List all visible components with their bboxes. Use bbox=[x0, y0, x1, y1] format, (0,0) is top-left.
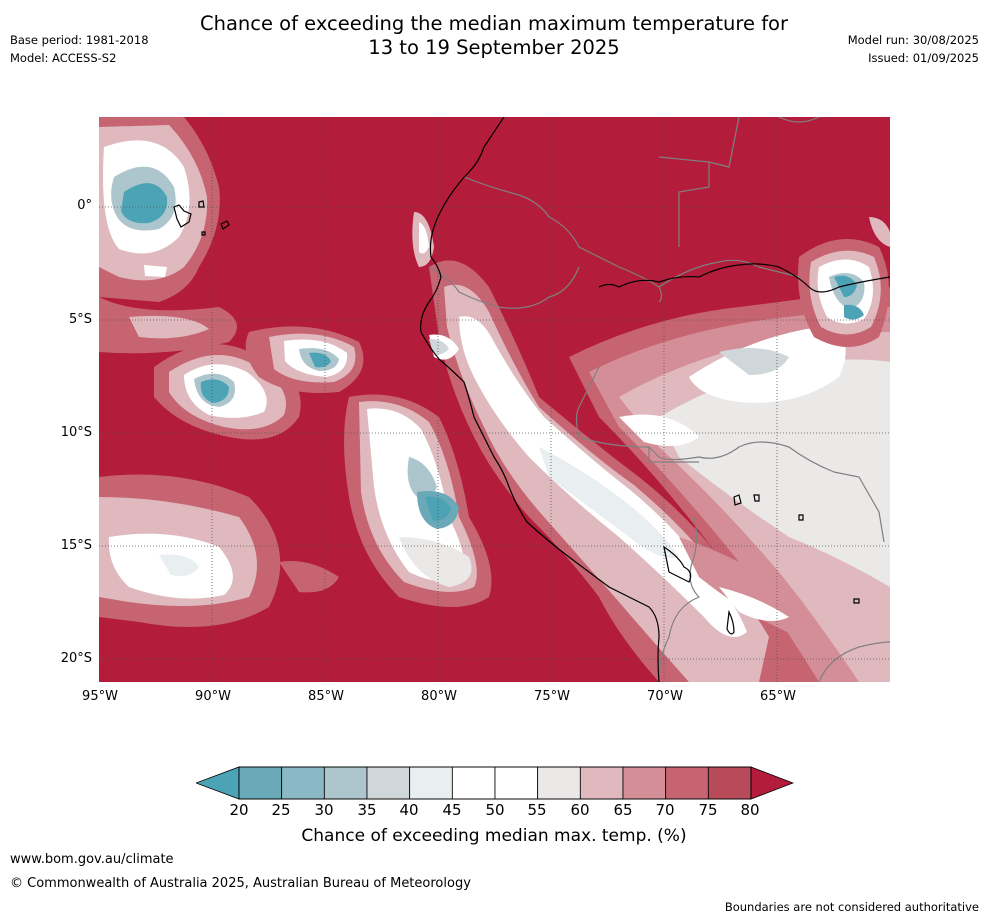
colorbar-swatch bbox=[537, 766, 581, 800]
colorbar-swatch bbox=[323, 766, 368, 800]
meta-right: Model run: 30/08/2025 Issued: 01/09/2025 bbox=[848, 31, 979, 67]
colorbar-swatch bbox=[409, 766, 453, 800]
title-line-2: 13 to 19 September 2025 bbox=[368, 36, 620, 59]
colorbar-swatch bbox=[366, 766, 411, 800]
anomaly-brazil bbox=[569, 287, 890, 682]
colorbar-label: 80 bbox=[740, 801, 760, 819]
chart-title: Chance of exceeding the median maximum t… bbox=[0, 12, 988, 60]
colorbar-label: 60 bbox=[570, 801, 590, 819]
lon-label: 65°W bbox=[760, 689, 796, 704]
colorbar-swatch bbox=[281, 766, 325, 800]
lon-label: 85°W bbox=[308, 689, 344, 704]
colorbar-label: 50 bbox=[485, 801, 505, 819]
anomaly-80w-13s bbox=[344, 394, 492, 607]
colorbar-label: 45 bbox=[442, 801, 462, 819]
coastlines bbox=[173, 117, 890, 682]
lon-label: 90°W bbox=[195, 689, 231, 704]
meta-left: Base period: 1981-2018 Model: ACCESS-S2 bbox=[10, 31, 149, 67]
colorbar-swatch bbox=[665, 766, 709, 800]
colorbar-label: 55 bbox=[527, 801, 547, 819]
anomaly-galapagos bbox=[99, 117, 237, 354]
map-gridlines bbox=[99, 117, 890, 682]
lat-label: 0° bbox=[77, 198, 92, 213]
footer-url: www.bom.gov.au/climate bbox=[10, 852, 174, 867]
colorbar bbox=[196, 766, 794, 800]
colorbar-arrow-high bbox=[750, 766, 794, 800]
colorbar-swatch bbox=[238, 766, 283, 800]
colorbar-label: 35 bbox=[357, 801, 377, 819]
model-run: Model run: 30/08/2025 bbox=[847, 33, 979, 47]
colorbar-swatch bbox=[622, 766, 667, 800]
anomaly-93w-16s bbox=[99, 474, 339, 627]
footer-note: Boundaries are not considered authoritat… bbox=[724, 900, 979, 914]
lat-label: 15°S bbox=[60, 538, 92, 553]
footer-copyright: © Commonwealth of Australia 2025, Austra… bbox=[10, 876, 471, 891]
lat-label: 20°S bbox=[60, 651, 92, 666]
base-period: Base period: 1981-2018 bbox=[10, 33, 149, 47]
colorbar-label: 25 bbox=[271, 801, 291, 819]
lon-label: 80°W bbox=[421, 689, 457, 704]
anomaly-62w-3s bbox=[798, 217, 890, 347]
lat-label: 5°S bbox=[68, 312, 92, 327]
lon-label: 95°W bbox=[82, 689, 118, 704]
issued-date: Issued: 01/09/2025 bbox=[868, 51, 979, 65]
colorbar-swatch bbox=[451, 766, 496, 800]
colorbar-label: 40 bbox=[399, 801, 419, 819]
lat-label: 10°S bbox=[60, 425, 92, 440]
colorbar-label: 20 bbox=[229, 801, 249, 819]
map-svg bbox=[99, 117, 890, 682]
colorbar-title: Chance of exceeding median max. temp. (%… bbox=[301, 826, 687, 846]
colorbar-swatch bbox=[494, 766, 539, 800]
lon-label: 70°W bbox=[647, 689, 683, 704]
lon-label: 75°W bbox=[534, 689, 570, 704]
anomaly-85w-7s bbox=[245, 326, 364, 393]
colorbar-label: 30 bbox=[314, 801, 334, 819]
colorbar-arrow-low bbox=[196, 766, 240, 800]
colorbar-swatch bbox=[707, 766, 752, 800]
colorbar-label: 65 bbox=[613, 801, 633, 819]
colorbar-label: 70 bbox=[655, 801, 675, 819]
title-line-1: Chance of exceeding the median maximum t… bbox=[199, 12, 789, 35]
colorbar-swatch bbox=[579, 766, 624, 800]
country-borders bbox=[428, 117, 890, 682]
map-panel bbox=[99, 117, 890, 682]
colorbar-label: 75 bbox=[698, 801, 718, 819]
model-name: Model: ACCESS-S2 bbox=[10, 51, 117, 65]
